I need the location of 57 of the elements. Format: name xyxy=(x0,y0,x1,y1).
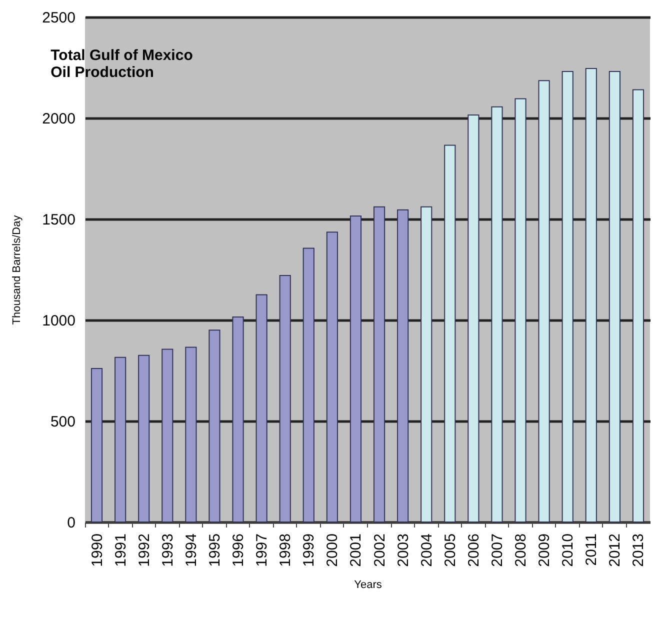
x-tick-label: 2001 xyxy=(348,534,365,567)
y-tick-label: 1000 xyxy=(42,312,76,330)
y-tick-label: 2500 xyxy=(42,10,76,26)
bar xyxy=(397,209,409,522)
x-tick-label: 2004 xyxy=(418,534,436,567)
x-tick-label: 1992 xyxy=(136,534,153,567)
x-tick-label: 1998 xyxy=(277,534,294,567)
bar xyxy=(256,294,268,522)
x-tick-label: 2010 xyxy=(560,534,577,567)
bar xyxy=(302,248,314,522)
x-tick-label: 1991 xyxy=(112,534,130,567)
bar xyxy=(444,144,456,522)
bar xyxy=(326,232,338,522)
y-tick-label: 500 xyxy=(50,414,76,430)
x-tick-label: 2003 xyxy=(394,534,412,567)
bar xyxy=(350,215,362,522)
x-tick-label: 2009 xyxy=(536,534,554,567)
x-tick-label: 2007 xyxy=(488,534,506,567)
bar xyxy=(562,71,574,522)
x-tick-label: 1990 xyxy=(88,534,106,567)
y-tick-label: 1500 xyxy=(42,212,76,228)
x-tick-label: 1997 xyxy=(254,534,271,567)
x-tick-label: 2000 xyxy=(324,534,342,567)
bar xyxy=(491,106,503,522)
bar xyxy=(373,206,386,522)
bar xyxy=(632,89,644,522)
x-tick-label: 2006 xyxy=(465,534,482,567)
x-tick-label: 2002 xyxy=(371,534,388,567)
bar xyxy=(514,98,526,522)
bar xyxy=(538,80,550,522)
bar xyxy=(90,368,103,522)
bar xyxy=(608,71,620,522)
bar xyxy=(138,354,150,522)
x-tick-label: 1993 xyxy=(159,534,176,567)
x-tick-label: 1995 xyxy=(206,534,224,567)
bar xyxy=(162,348,174,522)
y-tick-label: 2000 xyxy=(42,110,76,128)
bar xyxy=(208,330,220,522)
bar xyxy=(585,68,597,522)
x-tick-label: 1994 xyxy=(182,534,200,567)
text: Total Gulf of Mexico Oil Production xyxy=(50,47,193,81)
bar xyxy=(420,206,432,522)
x-tick-label: 2012 xyxy=(606,534,624,567)
x-tick-label: 2013 xyxy=(630,534,648,567)
bar xyxy=(114,356,126,522)
bar xyxy=(279,275,291,522)
x-tick-label: 2005 xyxy=(442,534,459,567)
x-tick-label: 1999 xyxy=(300,534,318,567)
x-tick-label: 2008 xyxy=(512,534,530,567)
x-tick-label: 2011 xyxy=(583,534,600,566)
x-axis-title: Years xyxy=(354,578,382,591)
y-tick-label: 0 xyxy=(67,514,76,532)
y-axis-title: Thousand Barrels/Day xyxy=(11,214,24,325)
bar xyxy=(185,346,197,522)
bar xyxy=(232,316,244,522)
x-tick-label: 1996 xyxy=(230,534,248,567)
bar xyxy=(468,114,480,522)
